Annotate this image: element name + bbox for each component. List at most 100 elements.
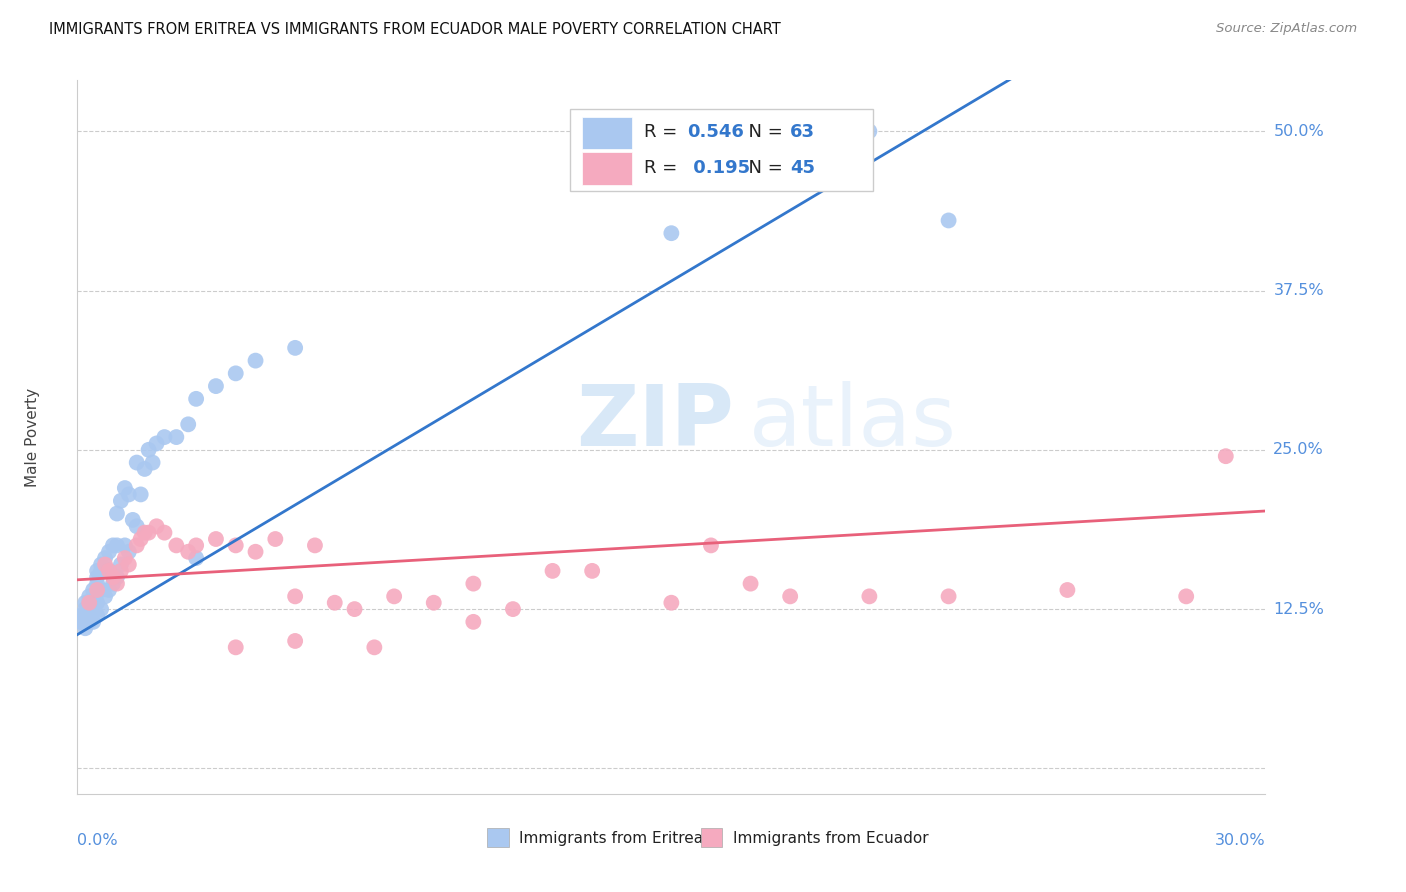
Point bbox=[245, 545, 267, 559]
Point bbox=[77, 615, 100, 629]
Point bbox=[177, 545, 200, 559]
Point bbox=[153, 525, 176, 540]
Point bbox=[77, 596, 100, 610]
Text: 37.5%: 37.5% bbox=[1274, 283, 1324, 298]
Point bbox=[740, 576, 762, 591]
Point bbox=[245, 353, 267, 368]
Point bbox=[98, 545, 121, 559]
Text: 30.0%: 30.0% bbox=[1215, 833, 1265, 848]
Point bbox=[98, 564, 121, 578]
Text: 0.0%: 0.0% bbox=[77, 833, 118, 848]
Point bbox=[114, 538, 136, 552]
Point bbox=[142, 456, 165, 470]
Point bbox=[205, 379, 228, 393]
Point bbox=[938, 213, 960, 227]
Point bbox=[129, 487, 152, 501]
Point bbox=[77, 602, 100, 616]
Point bbox=[463, 576, 485, 591]
Point bbox=[118, 558, 141, 572]
Text: N =: N = bbox=[737, 159, 789, 177]
Text: atlas: atlas bbox=[748, 381, 956, 465]
Point bbox=[82, 590, 104, 604]
Point bbox=[101, 570, 124, 584]
FancyBboxPatch shape bbox=[488, 828, 509, 847]
FancyBboxPatch shape bbox=[582, 117, 633, 150]
Point bbox=[101, 538, 124, 552]
Point bbox=[363, 640, 385, 655]
Point bbox=[77, 608, 100, 623]
Point bbox=[82, 602, 104, 616]
Point bbox=[205, 532, 228, 546]
Text: 12.5%: 12.5% bbox=[1274, 601, 1324, 616]
Point bbox=[284, 634, 307, 648]
Text: 45: 45 bbox=[790, 159, 815, 177]
Point bbox=[134, 462, 156, 476]
Point bbox=[134, 525, 156, 540]
Point bbox=[77, 596, 100, 610]
Point bbox=[125, 456, 148, 470]
Point bbox=[1175, 590, 1198, 604]
Point bbox=[541, 564, 564, 578]
Point bbox=[138, 442, 160, 457]
Point bbox=[858, 590, 880, 604]
Point bbox=[75, 615, 97, 629]
Point bbox=[94, 564, 117, 578]
Point bbox=[165, 538, 187, 552]
FancyBboxPatch shape bbox=[571, 109, 873, 191]
FancyBboxPatch shape bbox=[582, 153, 633, 186]
Point bbox=[125, 538, 148, 552]
Text: 0.195: 0.195 bbox=[686, 159, 749, 177]
Point bbox=[110, 558, 132, 572]
Point bbox=[75, 621, 97, 635]
Point bbox=[284, 341, 307, 355]
Point bbox=[86, 576, 108, 591]
Point bbox=[225, 367, 247, 381]
Point bbox=[661, 226, 683, 240]
Point bbox=[98, 564, 121, 578]
Point bbox=[304, 538, 326, 552]
Point bbox=[75, 602, 97, 616]
Point bbox=[98, 582, 121, 597]
Point bbox=[82, 615, 104, 629]
Text: 0.546: 0.546 bbox=[686, 123, 744, 141]
Point bbox=[186, 538, 208, 552]
Point bbox=[129, 532, 152, 546]
Point bbox=[94, 558, 117, 572]
Text: Immigrants from Eritrea: Immigrants from Eritrea bbox=[519, 831, 703, 847]
Point bbox=[75, 608, 97, 623]
Point bbox=[70, 615, 93, 629]
Point bbox=[86, 596, 108, 610]
Point bbox=[1215, 449, 1237, 463]
Text: R =: R = bbox=[644, 159, 683, 177]
Text: ZIP: ZIP bbox=[576, 381, 734, 465]
Point bbox=[463, 615, 485, 629]
Point bbox=[165, 430, 187, 444]
Point bbox=[90, 558, 112, 572]
Point bbox=[121, 513, 143, 527]
Point bbox=[90, 582, 112, 597]
Point bbox=[86, 564, 108, 578]
Point bbox=[581, 564, 603, 578]
Point bbox=[105, 507, 128, 521]
Point bbox=[284, 590, 307, 604]
Point bbox=[264, 532, 287, 546]
Text: Source: ZipAtlas.com: Source: ZipAtlas.com bbox=[1216, 22, 1357, 36]
Point bbox=[105, 570, 128, 584]
FancyBboxPatch shape bbox=[702, 828, 723, 847]
Point bbox=[138, 525, 160, 540]
Point bbox=[118, 487, 141, 501]
Point bbox=[110, 493, 132, 508]
Point bbox=[323, 596, 346, 610]
Point bbox=[186, 551, 208, 566]
Point bbox=[101, 576, 124, 591]
Point bbox=[70, 615, 93, 629]
Point bbox=[86, 608, 108, 623]
Point bbox=[343, 602, 366, 616]
Point bbox=[225, 640, 247, 655]
Point bbox=[86, 582, 108, 597]
Point bbox=[225, 538, 247, 552]
Point bbox=[118, 545, 141, 559]
Point bbox=[114, 481, 136, 495]
Text: Male Poverty: Male Poverty bbox=[25, 387, 39, 487]
Point bbox=[114, 551, 136, 566]
